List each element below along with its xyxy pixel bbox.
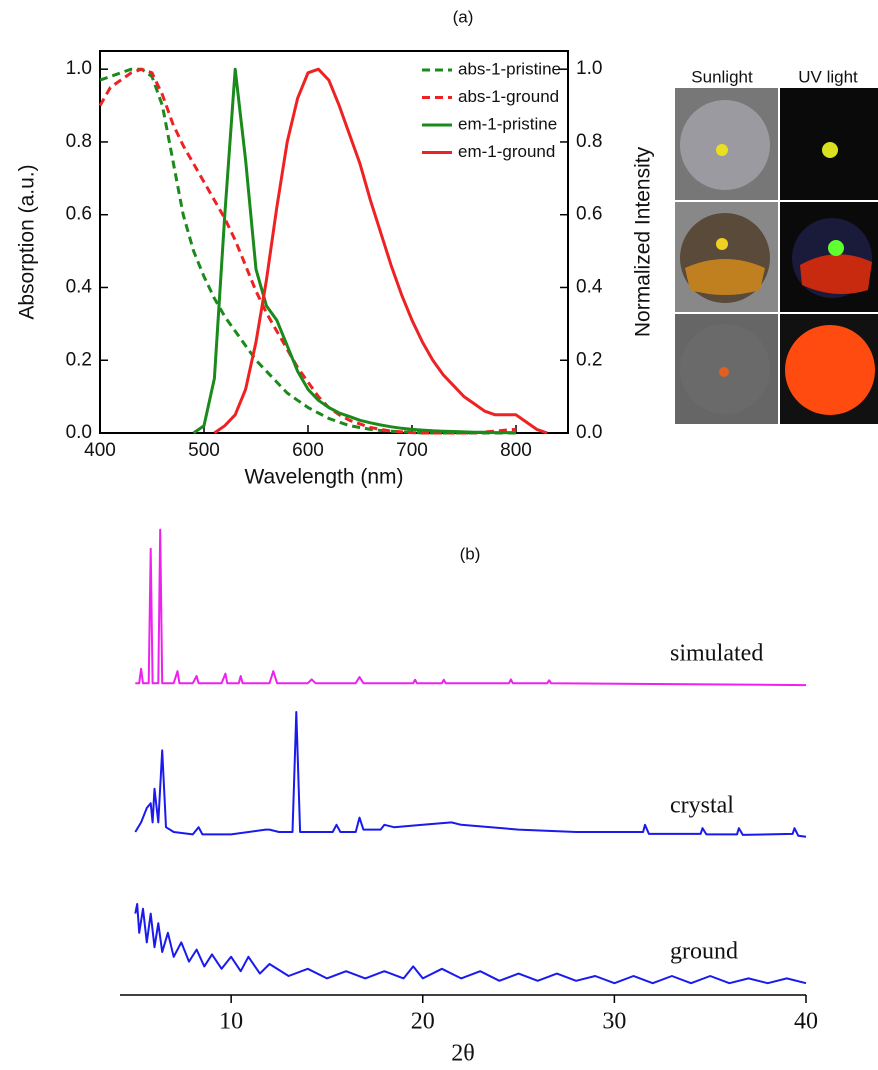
y2-tick-label: 0.4 [576, 276, 603, 297]
x-tick-label: 800 [500, 440, 532, 461]
y2-tick-label: 0.6 [576, 204, 602, 225]
y-tick-label: 0.8 [66, 131, 92, 152]
legend-label: abs-1-pristine [458, 59, 561, 78]
x-tick-label: 600 [292, 440, 324, 461]
y2-tick-label: 0.8 [576, 131, 602, 152]
powder [685, 259, 765, 295]
emission [800, 254, 872, 294]
powder [716, 238, 728, 250]
series-line [134, 711, 807, 838]
series-label: crystal [670, 792, 734, 818]
x-axis-label: 2θ [451, 1041, 475, 1067]
y2-tick-label: 0.0 [576, 422, 602, 443]
series-line [99, 67, 516, 435]
x-tick-label: 30 [602, 1009, 626, 1035]
photo-label: Sunlight [691, 67, 753, 86]
x-tick-label: 10 [219, 1009, 243, 1035]
x-tick-label: 40 [794, 1009, 818, 1035]
photo-label: UV light [798, 67, 858, 86]
y-tick-label: 1.0 [66, 58, 92, 79]
x-tick-label: 500 [188, 440, 220, 461]
x-axis-label: Wavelength (nm) [244, 466, 403, 489]
x-tick-label: 700 [396, 440, 428, 461]
powder [719, 367, 729, 377]
plot-frame [99, 50, 569, 434]
y2-axis-label: Normalized Intensity [632, 146, 655, 337]
y-tick-label: 0.0 [66, 422, 92, 443]
series-label: ground [670, 939, 738, 965]
chart-title: (b) [460, 544, 481, 563]
y-tick-label: 0.2 [66, 349, 92, 370]
series-label: simulated [670, 641, 763, 667]
emission [785, 325, 875, 415]
series-line [192, 67, 516, 435]
legend-label: em-1-ground [458, 142, 555, 161]
series-line [134, 903, 807, 985]
legend-label: em-1-pristine [458, 114, 557, 133]
chart: 10 20 30 40 (b) 2θ simulated crystal ground [120, 528, 818, 1067]
chart-title: (a) [453, 7, 474, 26]
series-line [98, 67, 517, 435]
photo-panel [675, 88, 878, 424]
series-line [135, 528, 807, 687]
y2-tick-label: 1.0 [576, 58, 602, 79]
chart: 400 500 600 700 800 0.0 0.2 0.4 0.6 0.8 1.0 0.0 0.2 0… [16, 7, 858, 488]
powder [716, 144, 728, 156]
emission [822, 142, 838, 158]
y-tick-label: 0.6 [66, 204, 92, 225]
y-tick-label: 0.4 [66, 276, 93, 297]
legend-label: abs-1-ground [458, 87, 559, 106]
y2-tick-label: 0.2 [576, 349, 602, 370]
x-tick-label: 400 [84, 440, 116, 461]
x-tick-label: 20 [411, 1009, 435, 1035]
emission [828, 240, 844, 256]
y-axis-label: Absorption (a.u.) [16, 164, 39, 319]
series-line [213, 67, 548, 435]
